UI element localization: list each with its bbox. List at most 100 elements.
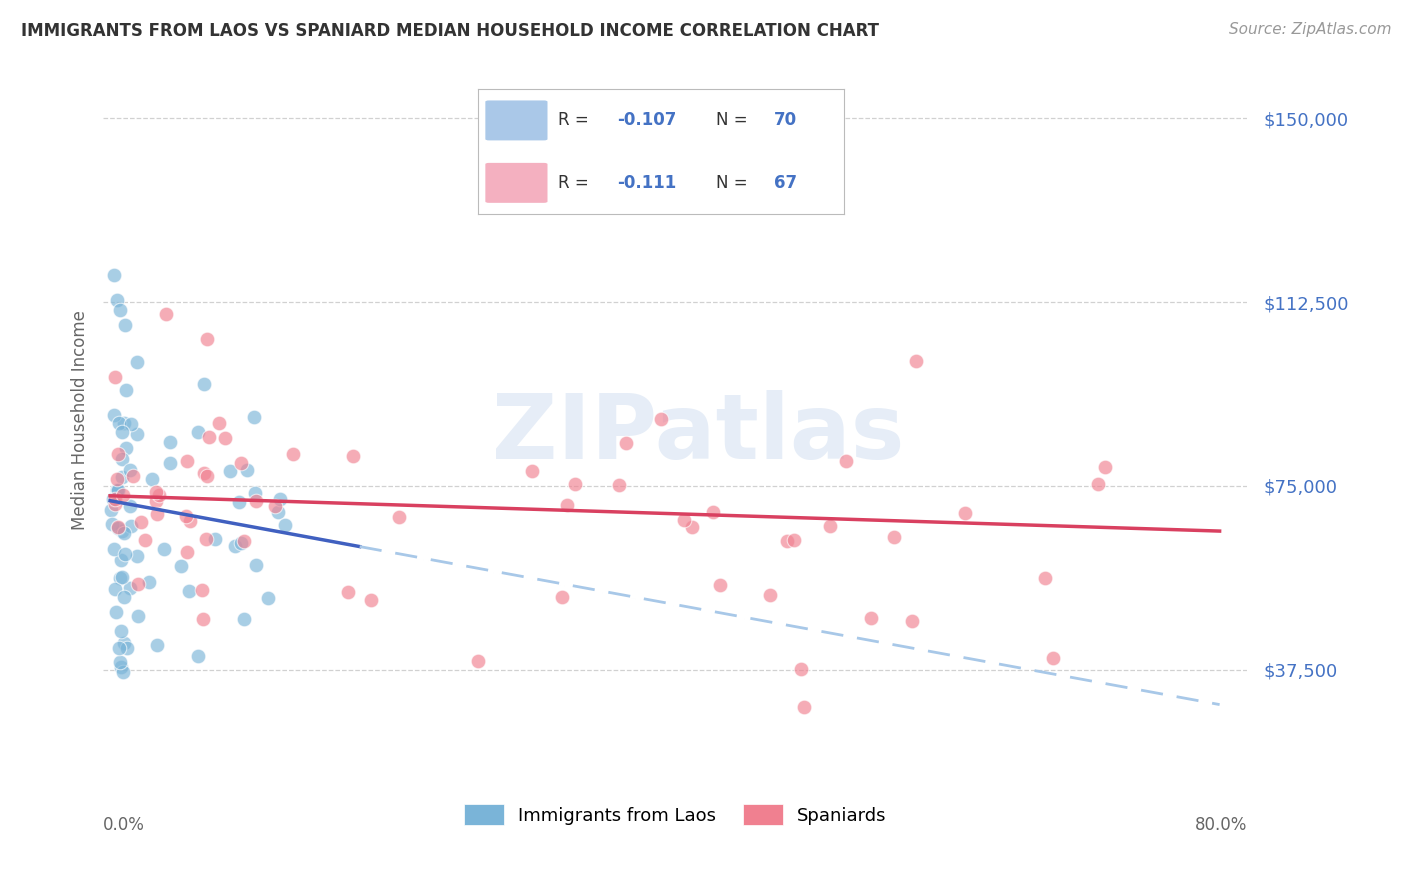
Point xyxy=(146,507,169,521)
Point xyxy=(155,308,177,322)
Point xyxy=(835,453,858,467)
Point xyxy=(104,491,127,506)
Point xyxy=(129,515,152,529)
Point xyxy=(187,425,209,439)
Point xyxy=(269,492,291,507)
Text: 67: 67 xyxy=(775,174,797,192)
Point xyxy=(108,656,131,670)
Point xyxy=(122,468,145,483)
Point xyxy=(111,570,134,584)
Text: ZIPatlas: ZIPatlas xyxy=(492,390,904,478)
Point xyxy=(104,497,127,511)
Point xyxy=(141,472,163,486)
Point xyxy=(125,549,148,563)
Point xyxy=(231,456,253,470)
Point xyxy=(134,533,156,548)
Point xyxy=(232,612,254,626)
Point xyxy=(108,640,131,655)
Point xyxy=(153,542,176,557)
Point xyxy=(551,591,574,605)
Point xyxy=(775,533,797,548)
Point xyxy=(1035,571,1057,585)
Text: N =: N = xyxy=(716,112,752,129)
Point xyxy=(111,425,134,439)
Point xyxy=(105,472,128,486)
Point xyxy=(190,582,212,597)
Point xyxy=(107,520,129,534)
Point xyxy=(115,640,138,655)
Point xyxy=(176,545,198,559)
Point xyxy=(120,417,142,431)
Point xyxy=(111,488,134,502)
Point xyxy=(883,530,905,544)
Point xyxy=(177,583,200,598)
Point xyxy=(682,185,704,199)
Text: -0.107: -0.107 xyxy=(617,112,676,129)
Point xyxy=(681,520,703,534)
Point xyxy=(138,575,160,590)
Text: IMMIGRANTS FROM LAOS VS SPANIARD MEDIAN HOUSEHOLD INCOME CORRELATION CHART: IMMIGRANTS FROM LAOS VS SPANIARD MEDIAN … xyxy=(21,22,879,40)
Point xyxy=(176,509,198,524)
Point xyxy=(228,495,250,509)
Point xyxy=(107,447,129,461)
Text: -0.111: -0.111 xyxy=(617,174,676,192)
Point xyxy=(105,293,128,307)
Point xyxy=(179,514,201,528)
Point xyxy=(101,491,124,506)
Point xyxy=(127,609,149,624)
Point xyxy=(107,483,129,498)
Point xyxy=(114,318,136,332)
Point xyxy=(193,376,215,391)
Point xyxy=(1087,476,1109,491)
Point xyxy=(112,636,135,650)
Point xyxy=(650,412,672,426)
Point xyxy=(702,505,724,519)
Point xyxy=(111,665,134,680)
Point xyxy=(159,435,181,450)
Point xyxy=(257,591,280,606)
Point xyxy=(105,605,128,619)
Point xyxy=(236,463,259,477)
Point xyxy=(145,638,167,652)
Point xyxy=(245,558,267,573)
Point xyxy=(193,466,215,480)
Point xyxy=(204,532,226,546)
Point xyxy=(672,513,695,527)
Point xyxy=(127,577,149,591)
Point xyxy=(191,612,214,626)
Point xyxy=(214,431,236,445)
Point xyxy=(111,451,134,466)
Point xyxy=(127,427,149,442)
Point xyxy=(107,483,129,497)
Point xyxy=(818,519,841,533)
Point xyxy=(114,547,136,561)
Point xyxy=(243,409,266,424)
Point xyxy=(243,486,266,500)
Point xyxy=(108,302,131,317)
Point xyxy=(194,532,217,546)
Point xyxy=(860,610,883,624)
Point xyxy=(901,614,924,628)
Point xyxy=(125,355,148,369)
Point xyxy=(120,499,142,513)
Point xyxy=(953,507,976,521)
Point xyxy=(789,661,811,675)
Text: 0.0%: 0.0% xyxy=(103,816,145,834)
Text: R =: R = xyxy=(558,174,600,192)
Point xyxy=(1042,650,1064,665)
Point xyxy=(104,369,127,384)
Point xyxy=(229,536,252,550)
Point xyxy=(555,498,578,512)
Point xyxy=(110,660,132,674)
Point xyxy=(195,332,218,346)
Point xyxy=(616,435,638,450)
Point xyxy=(195,469,218,483)
Point xyxy=(520,464,543,478)
Point xyxy=(103,268,125,283)
Point xyxy=(232,533,254,548)
Point xyxy=(104,582,127,596)
Point xyxy=(110,571,132,585)
Point xyxy=(112,525,135,540)
Point xyxy=(342,449,364,463)
Point xyxy=(110,553,132,567)
